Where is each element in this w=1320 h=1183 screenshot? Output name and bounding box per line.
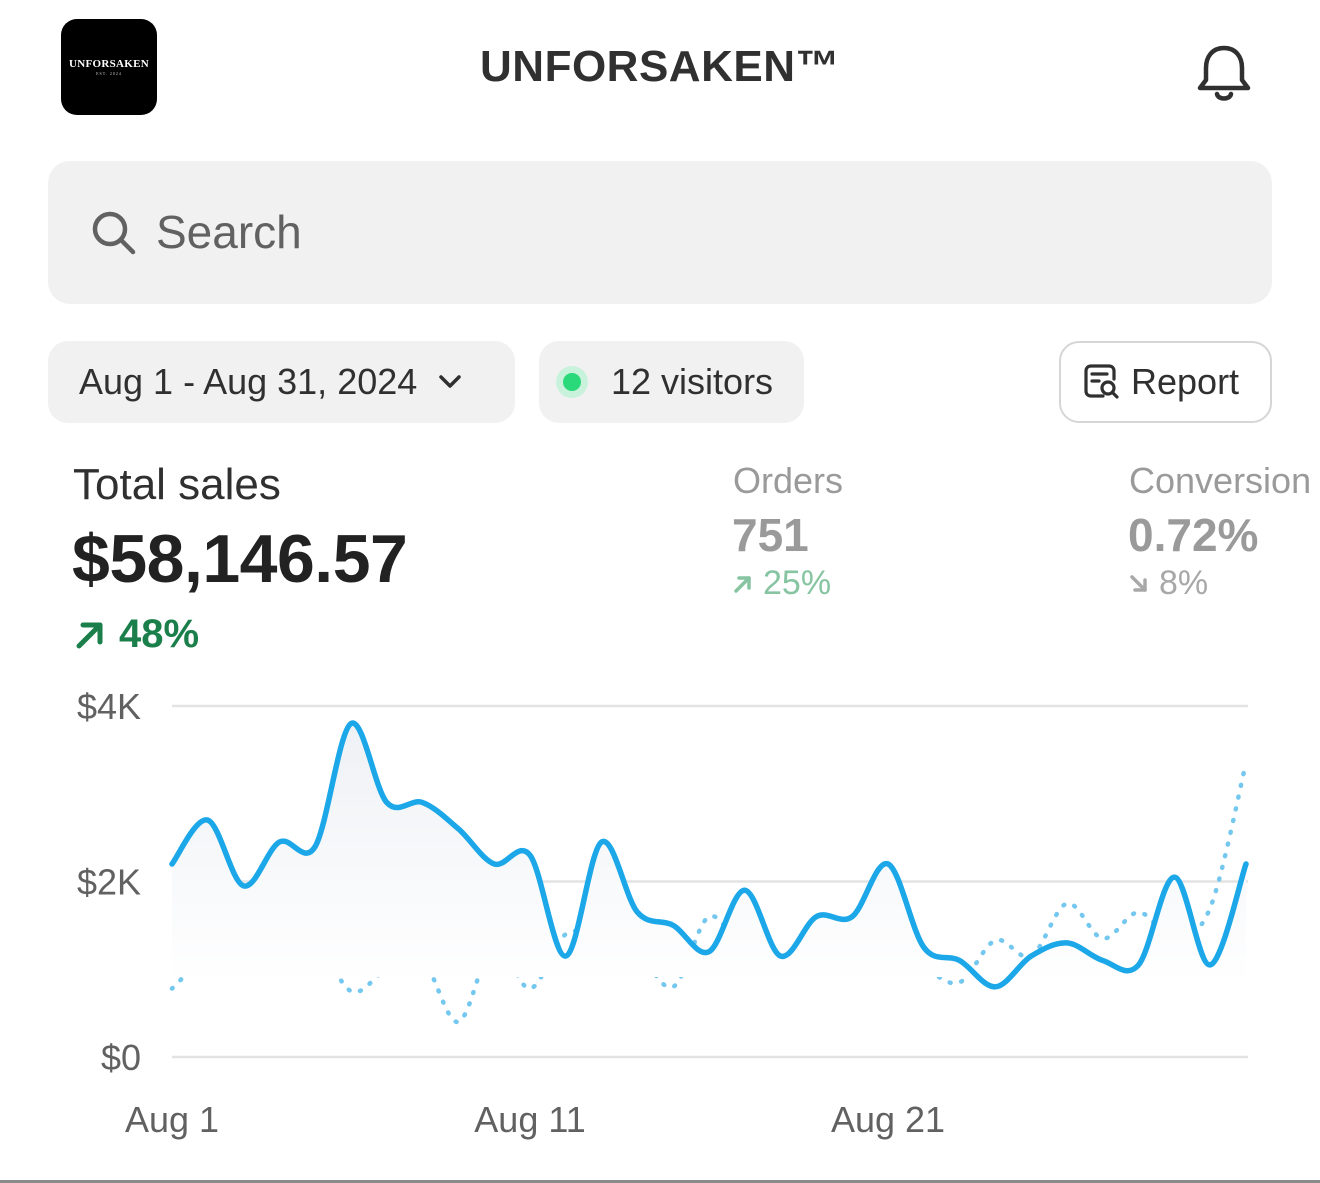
y-tick-label: $4K [77, 686, 141, 727]
logo-text: UNFORSAKEN [68, 58, 149, 70]
store-logo[interactable]: UNFORSAKEN EST. 2024 [61, 19, 157, 115]
search-icon [92, 211, 136, 255]
total-sales-change-value: 48% [119, 612, 200, 656]
orders-change: 25% [733, 564, 831, 603]
y-tick-label: $0 [101, 1037, 141, 1078]
report-label: Report [1131, 361, 1240, 402]
orders-change-value: 25% [763, 564, 832, 602]
bell-icon[interactable] [1190, 40, 1258, 108]
orders-value: 751 [732, 509, 809, 561]
report-search-icon [1084, 364, 1119, 399]
conversion-change: 8% [1129, 564, 1208, 603]
date-range-label: Aug 1 - Aug 31, 2024 [79, 361, 418, 402]
store-title[interactable]: UNFORSAKEN™ [480, 42, 840, 91]
visitors-count: 12 visitors [611, 361, 774, 402]
conversion-label[interactable]: Conversion [1129, 460, 1312, 501]
sales-line-chart[interactable]: $4K $2K $0 Aug 1 Aug 11 Aug 21 [0, 670, 1320, 1160]
conversion-value: 0.72% [1128, 509, 1259, 561]
arrow-up-right-icon [76, 622, 103, 648]
total-sales-label: Total sales [73, 460, 281, 509]
total-sales-value: $58,146.57 [72, 521, 408, 597]
conversion-change-value: 8% [1159, 564, 1209, 602]
live-visitors-badge[interactable]: 12 visitors [539, 341, 804, 423]
sales-series-line [169, 720, 1249, 990]
logo-subtext: EST. 2024 [96, 71, 122, 76]
search-input[interactable] [156, 199, 1236, 265]
y-tick-label: $2K [77, 862, 141, 903]
orders-label[interactable]: Orders [733, 460, 844, 501]
x-tick-label: Aug 1 [125, 1099, 219, 1140]
comparison-series-line [169, 760, 1249, 1025]
live-status-dot-icon [563, 373, 581, 391]
x-tick-label: Aug 11 [474, 1099, 585, 1140]
date-range-picker[interactable]: Aug 1 - Aug 31, 2024 [48, 341, 515, 423]
sales-series-area [172, 723, 1246, 987]
search-bar[interactable] [48, 161, 1272, 304]
x-tick-label: Aug 21 [831, 1099, 945, 1140]
bottom-divider [0, 1180, 1320, 1183]
chevron-down-icon [439, 375, 462, 388]
arrow-down-right-icon [1130, 574, 1147, 592]
report-button[interactable]: Report [1059, 341, 1272, 423]
total-sales-change: 48% [73, 612, 199, 657]
arrow-up-right-icon [734, 575, 751, 593]
